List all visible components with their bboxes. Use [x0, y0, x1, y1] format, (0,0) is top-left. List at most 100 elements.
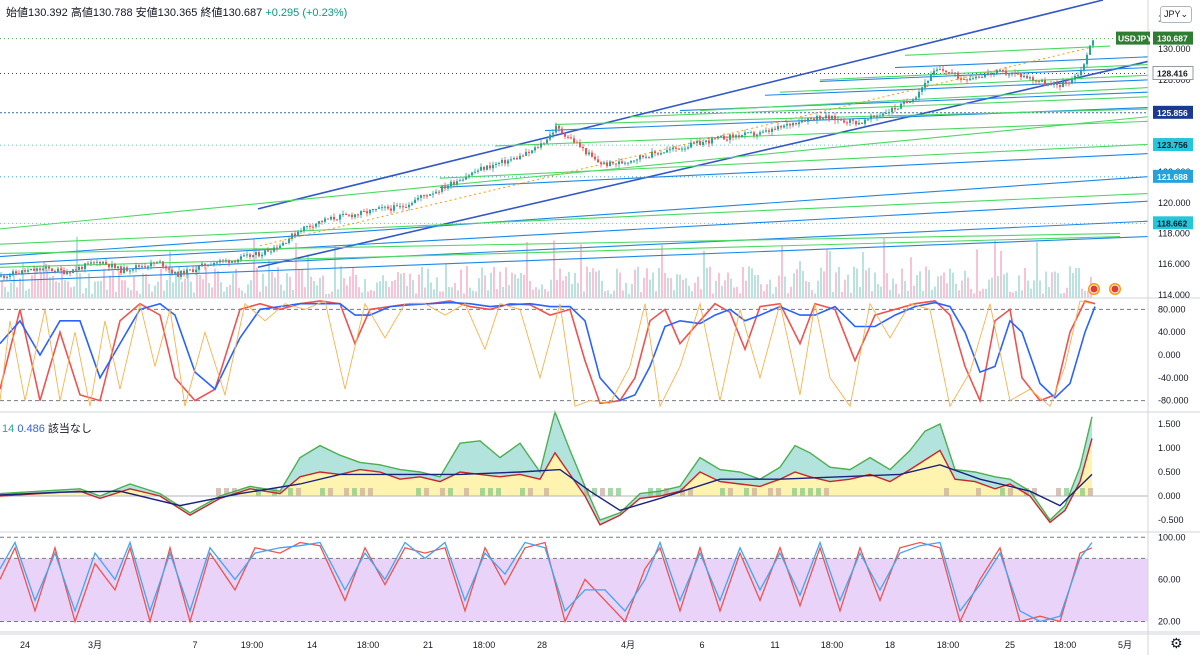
- volume-bar: [121, 280, 123, 298]
- volume-bar: [244, 293, 246, 298]
- x-tick-label: 5月: [1118, 640, 1132, 650]
- candle-body: [996, 70, 998, 73]
- candle-body: [681, 148, 683, 150]
- candle-body: [957, 72, 959, 79]
- volume-bar: [727, 272, 729, 298]
- candle-body: [63, 270, 65, 275]
- currency-dropdown-button[interactable]: JPY⌄: [1160, 6, 1192, 23]
- candle-body: [930, 74, 932, 82]
- candle-body: [366, 211, 368, 214]
- candle-body: [549, 134, 551, 140]
- volume-bar: [310, 276, 312, 298]
- osc-hist-bar: [1008, 488, 1013, 496]
- y-tick-label: 118.000: [1158, 228, 1190, 238]
- candle-body: [150, 262, 152, 267]
- candle-body: [1065, 81, 1067, 83]
- volume-bar: [148, 283, 150, 298]
- candle-body: [459, 180, 461, 182]
- volume-bar: [328, 293, 330, 298]
- candle-body: [978, 76, 980, 78]
- osc-hist-bar: [728, 488, 733, 496]
- stochastic-pane[interactable]: [0, 299, 1148, 408]
- volume-bar: [160, 268, 162, 298]
- candle-body: [396, 205, 398, 207]
- candle-body: [363, 211, 365, 213]
- volume-bar: [841, 292, 843, 298]
- candle-body: [1074, 75, 1076, 80]
- candle-body: [639, 155, 641, 160]
- candle-body: [441, 186, 443, 192]
- candle-body: [162, 261, 164, 267]
- stoch-line: [0, 300, 1093, 408]
- y-tick-label: 130.000: [1158, 44, 1191, 54]
- candle-body: [465, 176, 467, 180]
- volume-bar: [619, 272, 621, 298]
- osc-hist-bar: [1064, 488, 1069, 496]
- osc-hist-bar: [216, 488, 221, 496]
- volume-bar: [229, 284, 231, 298]
- candle-body: [324, 218, 326, 222]
- candle-body: [606, 162, 608, 167]
- volume-bar: [490, 272, 492, 298]
- volume-bar: [718, 272, 720, 298]
- ohlc-legend: 始値130.392 高値130.788 安値130.365 終値130.687 …: [6, 4, 347, 20]
- candle-body: [60, 268, 62, 271]
- candle-body: [528, 152, 530, 154]
- rsi-stoch-pane[interactable]: [0, 536, 1148, 624]
- volume-bar: [985, 288, 987, 298]
- candle-body: [1032, 77, 1034, 81]
- candle-body: [402, 206, 404, 208]
- volume-bar: [496, 289, 498, 298]
- gear-icon[interactable]: ⚙: [1170, 636, 1183, 652]
- price-pane[interactable]: [0, 0, 1149, 298]
- volume-bar: [1057, 273, 1059, 298]
- volume-bar: [202, 279, 204, 298]
- volume-bar: [652, 272, 654, 298]
- candle-body: [144, 266, 146, 268]
- volume-bar: [370, 289, 372, 298]
- x-tick-label: 4月: [621, 640, 635, 650]
- candle-body: [1002, 70, 1004, 72]
- volume-bar: [694, 282, 696, 298]
- volume-bar: [487, 290, 489, 298]
- volume-bar: [493, 266, 495, 298]
- volume-bar: [217, 270, 219, 298]
- volume-bar: [280, 284, 282, 298]
- candle-body: [252, 255, 254, 257]
- candle-body: [102, 261, 104, 264]
- volume-bar: [259, 291, 261, 298]
- candle-body: [93, 262, 95, 264]
- candle-body: [522, 155, 524, 157]
- volume-bar: [976, 249, 978, 298]
- volume-bar: [1066, 287, 1068, 298]
- candle-body: [951, 72, 953, 74]
- candle-body: [51, 268, 53, 271]
- volume-bar: [478, 278, 480, 298]
- candle-body: [708, 140, 710, 144]
- volume-bar: [817, 280, 819, 298]
- candle-body: [474, 171, 476, 173]
- volume-bar: [451, 287, 453, 298]
- candle-body: [240, 256, 242, 260]
- volume-bar: [862, 252, 864, 298]
- candle-body: [372, 209, 374, 211]
- candle-body: [1053, 83, 1055, 85]
- volume-bar: [337, 289, 339, 298]
- candle-body: [201, 263, 203, 266]
- volume-bar: [1081, 288, 1083, 298]
- oscillator-pane[interactable]: [0, 409, 1148, 526]
- volume-bar: [505, 267, 507, 298]
- volume-bar: [931, 289, 933, 298]
- candle-body: [912, 99, 914, 103]
- volume-bar: [559, 268, 561, 298]
- volume-bar: [808, 282, 810, 298]
- trendline-green: [0, 232, 1121, 255]
- candle-body: [117, 266, 119, 269]
- candle-body: [303, 226, 305, 231]
- osc-hist-bar: [520, 488, 525, 496]
- volume-bar: [601, 280, 603, 298]
- volume-bar: [826, 249, 828, 298]
- volume-bar: [373, 290, 375, 298]
- volume-bar: [814, 293, 816, 298]
